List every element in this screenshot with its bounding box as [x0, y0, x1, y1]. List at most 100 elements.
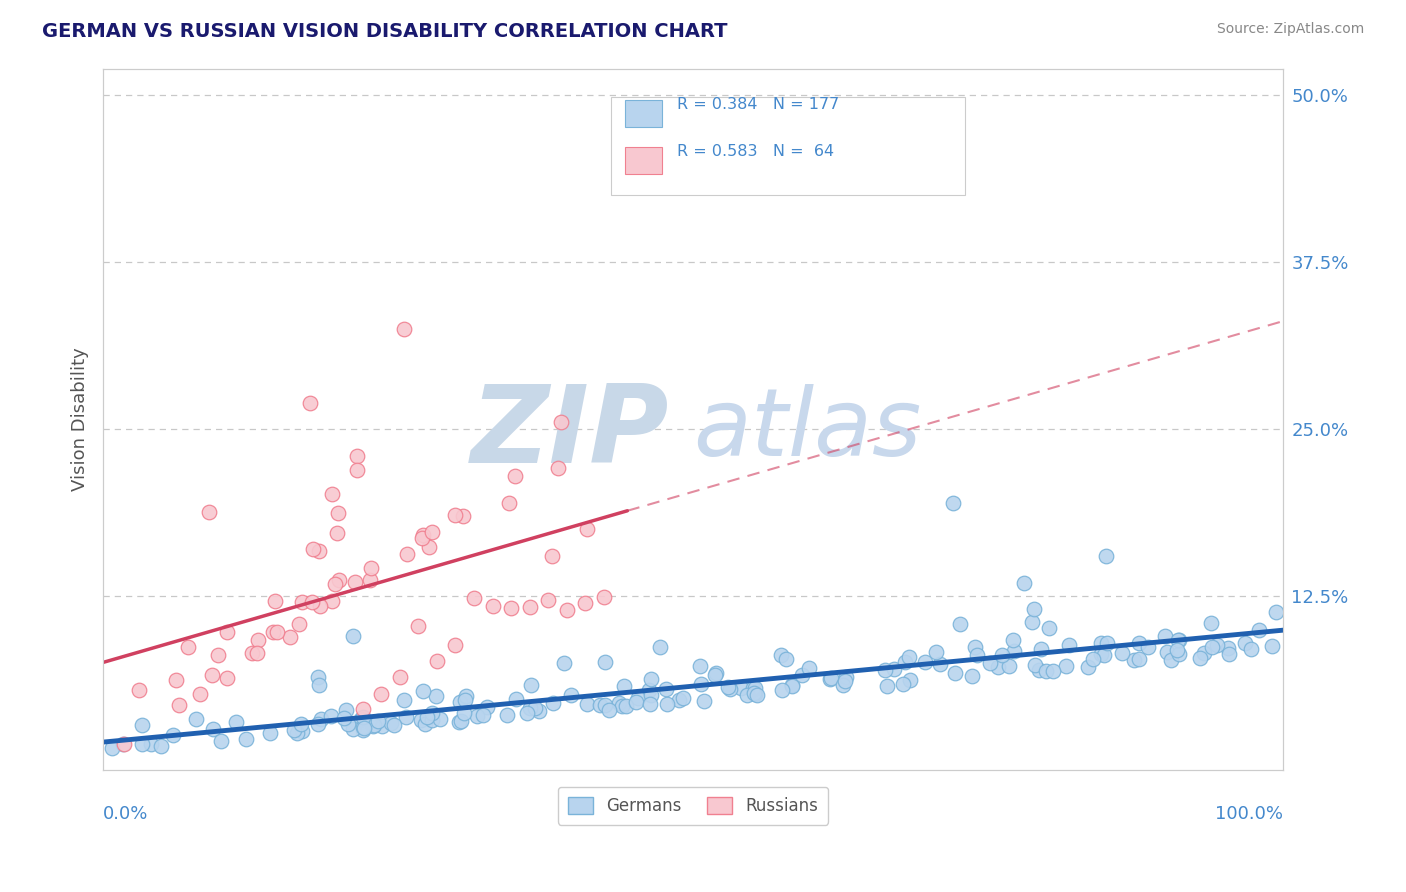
Point [1021, 615, 1043, 629]
Point [444, 508, 467, 522]
Point [308, 677, 330, 691]
Point [598, 702, 620, 716]
Point [1002, 633, 1025, 648]
Point [1156, 645, 1178, 659]
Point [1249, 624, 1271, 638]
Point [346, 449, 368, 463]
Text: Source: ZipAtlas.com: Source: ZipAtlas.com [1216, 22, 1364, 37]
Point [266, 624, 288, 639]
Point [1123, 653, 1146, 667]
Point [1218, 647, 1240, 661]
Point [128, 682, 150, 697]
Point [1261, 639, 1284, 653]
Point [371, 719, 394, 733]
Point [177, 640, 200, 654]
Point [672, 691, 695, 706]
Point [444, 638, 467, 652]
Point [420, 706, 443, 720]
Point [718, 681, 741, 696]
Point [966, 648, 988, 662]
Point [1240, 642, 1263, 657]
Point [420, 714, 443, 728]
Point [820, 671, 842, 685]
Point [321, 594, 343, 608]
Point [742, 686, 765, 700]
Point [898, 649, 921, 664]
Point [624, 696, 647, 710]
Point [363, 718, 385, 732]
Point [519, 701, 541, 715]
Point [308, 544, 330, 558]
Point [352, 710, 374, 724]
Point [835, 670, 858, 684]
Point [553, 656, 575, 670]
Point [131, 737, 153, 751]
Point [395, 547, 418, 561]
Point [1095, 549, 1118, 564]
Text: R = 0.384   N = 177: R = 0.384 N = 177 [676, 96, 839, 112]
Point [309, 599, 332, 613]
Point [1216, 640, 1239, 655]
Point [285, 725, 308, 739]
Point [465, 708, 488, 723]
Point [207, 648, 229, 662]
Point [342, 722, 364, 736]
Point [550, 415, 572, 429]
Point [780, 679, 803, 693]
Point [496, 708, 519, 723]
Point [321, 709, 343, 723]
Point [225, 714, 247, 729]
Point [668, 693, 690, 707]
Point [162, 728, 184, 742]
Point [392, 322, 415, 336]
Point [540, 549, 562, 564]
Point [949, 617, 972, 632]
Point [610, 699, 633, 714]
Point [730, 681, 752, 695]
Point [627, 690, 650, 705]
Point [202, 722, 225, 736]
Point [429, 712, 451, 726]
Point [350, 712, 373, 726]
Point [1199, 616, 1222, 631]
Point [797, 660, 820, 674]
Point [412, 683, 434, 698]
Point [834, 674, 856, 689]
Point [326, 506, 349, 520]
Point [655, 697, 678, 711]
Point [893, 655, 915, 669]
Point [1054, 659, 1077, 673]
Point [426, 654, 449, 668]
Point [979, 656, 1001, 670]
Point [288, 616, 311, 631]
Point [278, 630, 301, 644]
Point [475, 700, 498, 714]
Point [689, 658, 711, 673]
Point [638, 697, 661, 711]
Point [408, 619, 430, 633]
Point [998, 658, 1021, 673]
Point [382, 718, 405, 732]
Point [201, 668, 224, 682]
Point [367, 714, 389, 728]
Point [342, 629, 364, 643]
Point [689, 677, 711, 691]
Point [499, 600, 522, 615]
Point [1090, 647, 1112, 661]
Point [925, 645, 948, 659]
Point [1167, 632, 1189, 647]
Point [326, 526, 349, 541]
Point [1160, 653, 1182, 667]
Point [914, 656, 936, 670]
Point [555, 603, 578, 617]
Point [101, 741, 124, 756]
Point [246, 632, 269, 647]
Point [1166, 643, 1188, 657]
Point [945, 666, 967, 681]
Point [607, 696, 630, 710]
Point [456, 689, 478, 703]
Point [167, 698, 190, 713]
Text: 0.0%: 0.0% [103, 805, 149, 823]
Point [188, 687, 211, 701]
Point [481, 599, 503, 613]
